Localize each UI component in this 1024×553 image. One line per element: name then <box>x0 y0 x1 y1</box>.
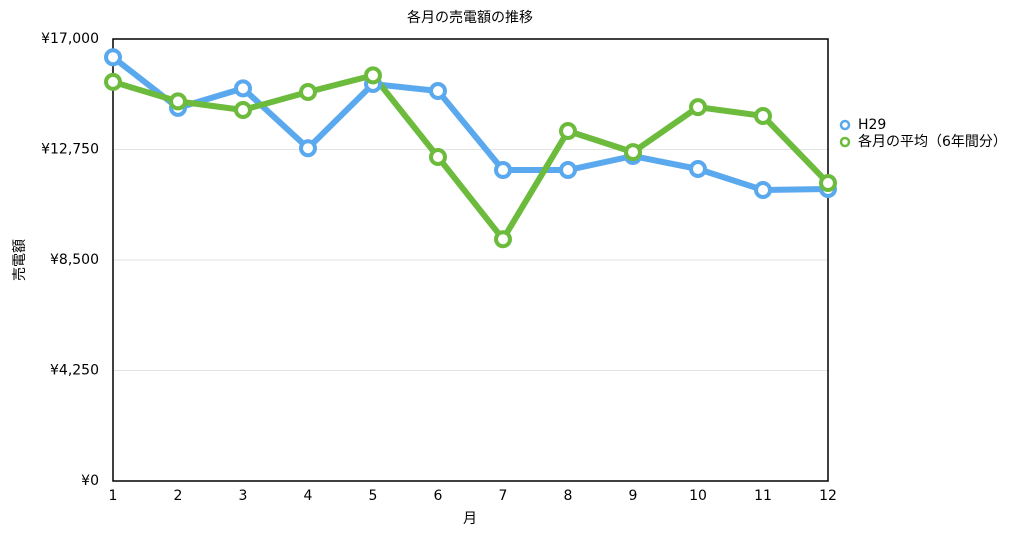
data-point <box>429 82 447 100</box>
x-tick-label: 5 <box>369 488 378 504</box>
x-tick-label: 2 <box>174 488 183 504</box>
data-point <box>754 106 772 125</box>
y-tick-label: ¥12,750 <box>41 142 99 158</box>
data-point <box>494 230 512 249</box>
legend-marker <box>839 119 851 131</box>
data-point <box>689 98 707 117</box>
y-axis-label: 売電額 <box>12 239 28 281</box>
series-line <box>112 72 831 243</box>
y-tick-label: ¥8,500 <box>50 252 99 268</box>
legend-label: H29 <box>858 117 886 133</box>
legend-label: 各月の平均（6年間分） <box>858 134 1007 150</box>
data-point <box>299 139 317 158</box>
data-point <box>559 122 577 141</box>
data-point <box>104 48 122 67</box>
plot-frame <box>112 38 829 482</box>
data-point <box>624 143 642 162</box>
data-point <box>429 148 447 167</box>
data-point <box>104 72 122 91</box>
x-axis-label: 月 <box>463 511 477 527</box>
data-point <box>494 161 512 180</box>
x-tick-label: 12 <box>819 488 837 504</box>
x-tick-label: 9 <box>629 488 638 504</box>
x-tick-label: 1 <box>109 488 118 504</box>
data-point <box>169 92 187 111</box>
data-point <box>364 66 382 85</box>
data-point <box>234 100 252 119</box>
series-line <box>111 54 829 194</box>
data-point <box>754 181 772 200</box>
x-tick-label: 6 <box>434 488 443 504</box>
x-tick-label: 7 <box>499 488 508 504</box>
data-point <box>819 174 837 193</box>
data-point <box>559 161 577 180</box>
x-tick-label: 4 <box>304 488 313 504</box>
x-tick-label: 8 <box>564 488 573 504</box>
chart-title: 各月の売電額の推移 <box>407 10 533 26</box>
x-tick-label: 3 <box>239 488 248 504</box>
data-point <box>689 160 707 178</box>
y-tick-label: ¥0 <box>81 473 99 489</box>
data-point <box>234 79 252 98</box>
x-tick-label: 10 <box>689 488 707 504</box>
legend-marker <box>839 136 851 148</box>
y-tick-label: ¥17,000 <box>41 31 99 47</box>
data-point <box>299 83 317 102</box>
x-tick-label: 11 <box>754 488 772 504</box>
y-tick-label: ¥4,250 <box>50 363 99 379</box>
